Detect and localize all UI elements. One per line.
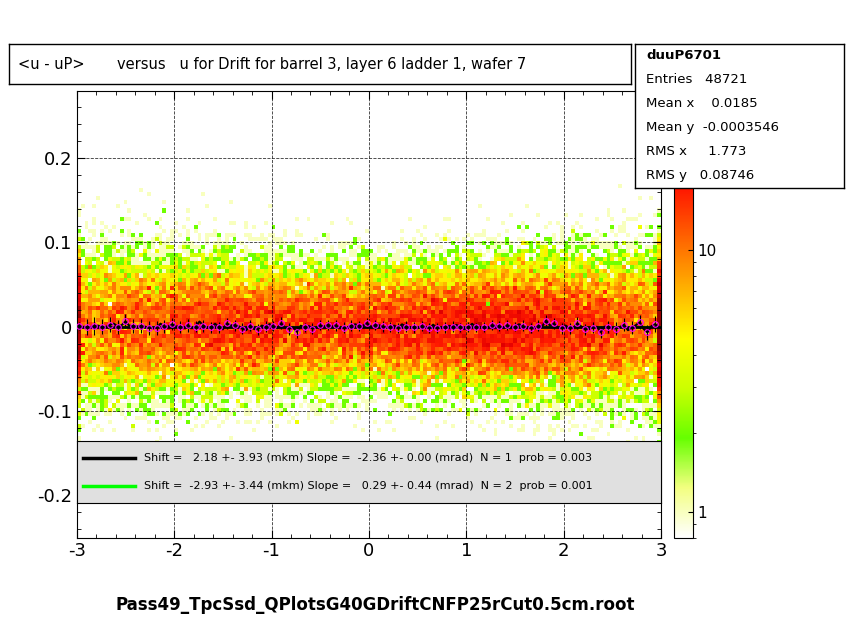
Text: Entries   48721: Entries 48721 [645, 73, 746, 86]
Text: 0: 0 [703, 71, 712, 86]
Text: Shift =   2.18 +- 3.93 (mkm) Slope =  -2.36 +- 0.00 (mrad)  N = 1  prob = 0.003: Shift = 2.18 +- 3.93 (mkm) Slope = -2.36… [144, 453, 591, 463]
Text: Mean y  -0.0003546: Mean y -0.0003546 [645, 121, 778, 134]
Text: RMS x     1.773: RMS x 1.773 [645, 145, 746, 158]
Text: RMS y   0.08746: RMS y 0.08746 [645, 169, 753, 182]
Text: Shift =  -2.93 +- 3.44 (mkm) Slope =   0.29 +- 0.44 (mrad)  N = 2  prob = 0.001: Shift = -2.93 +- 3.44 (mkm) Slope = 0.29… [144, 481, 592, 491]
Text: Mean x    0.0185: Mean x 0.0185 [645, 97, 757, 110]
Text: duuP6701: duuP6701 [645, 49, 720, 62]
Text: <u - uP>       versus   u for Drift for barrel 3, layer 6 ladder 1, wafer 7: <u - uP> versus u for Drift for barrel 3… [18, 56, 526, 71]
Text: Pass49_TpcSsd_QPlotsG40GDriftCNFP25rCut0.5cm.root: Pass49_TpcSsd_QPlotsG40GDriftCNFP25rCut0… [115, 596, 635, 614]
